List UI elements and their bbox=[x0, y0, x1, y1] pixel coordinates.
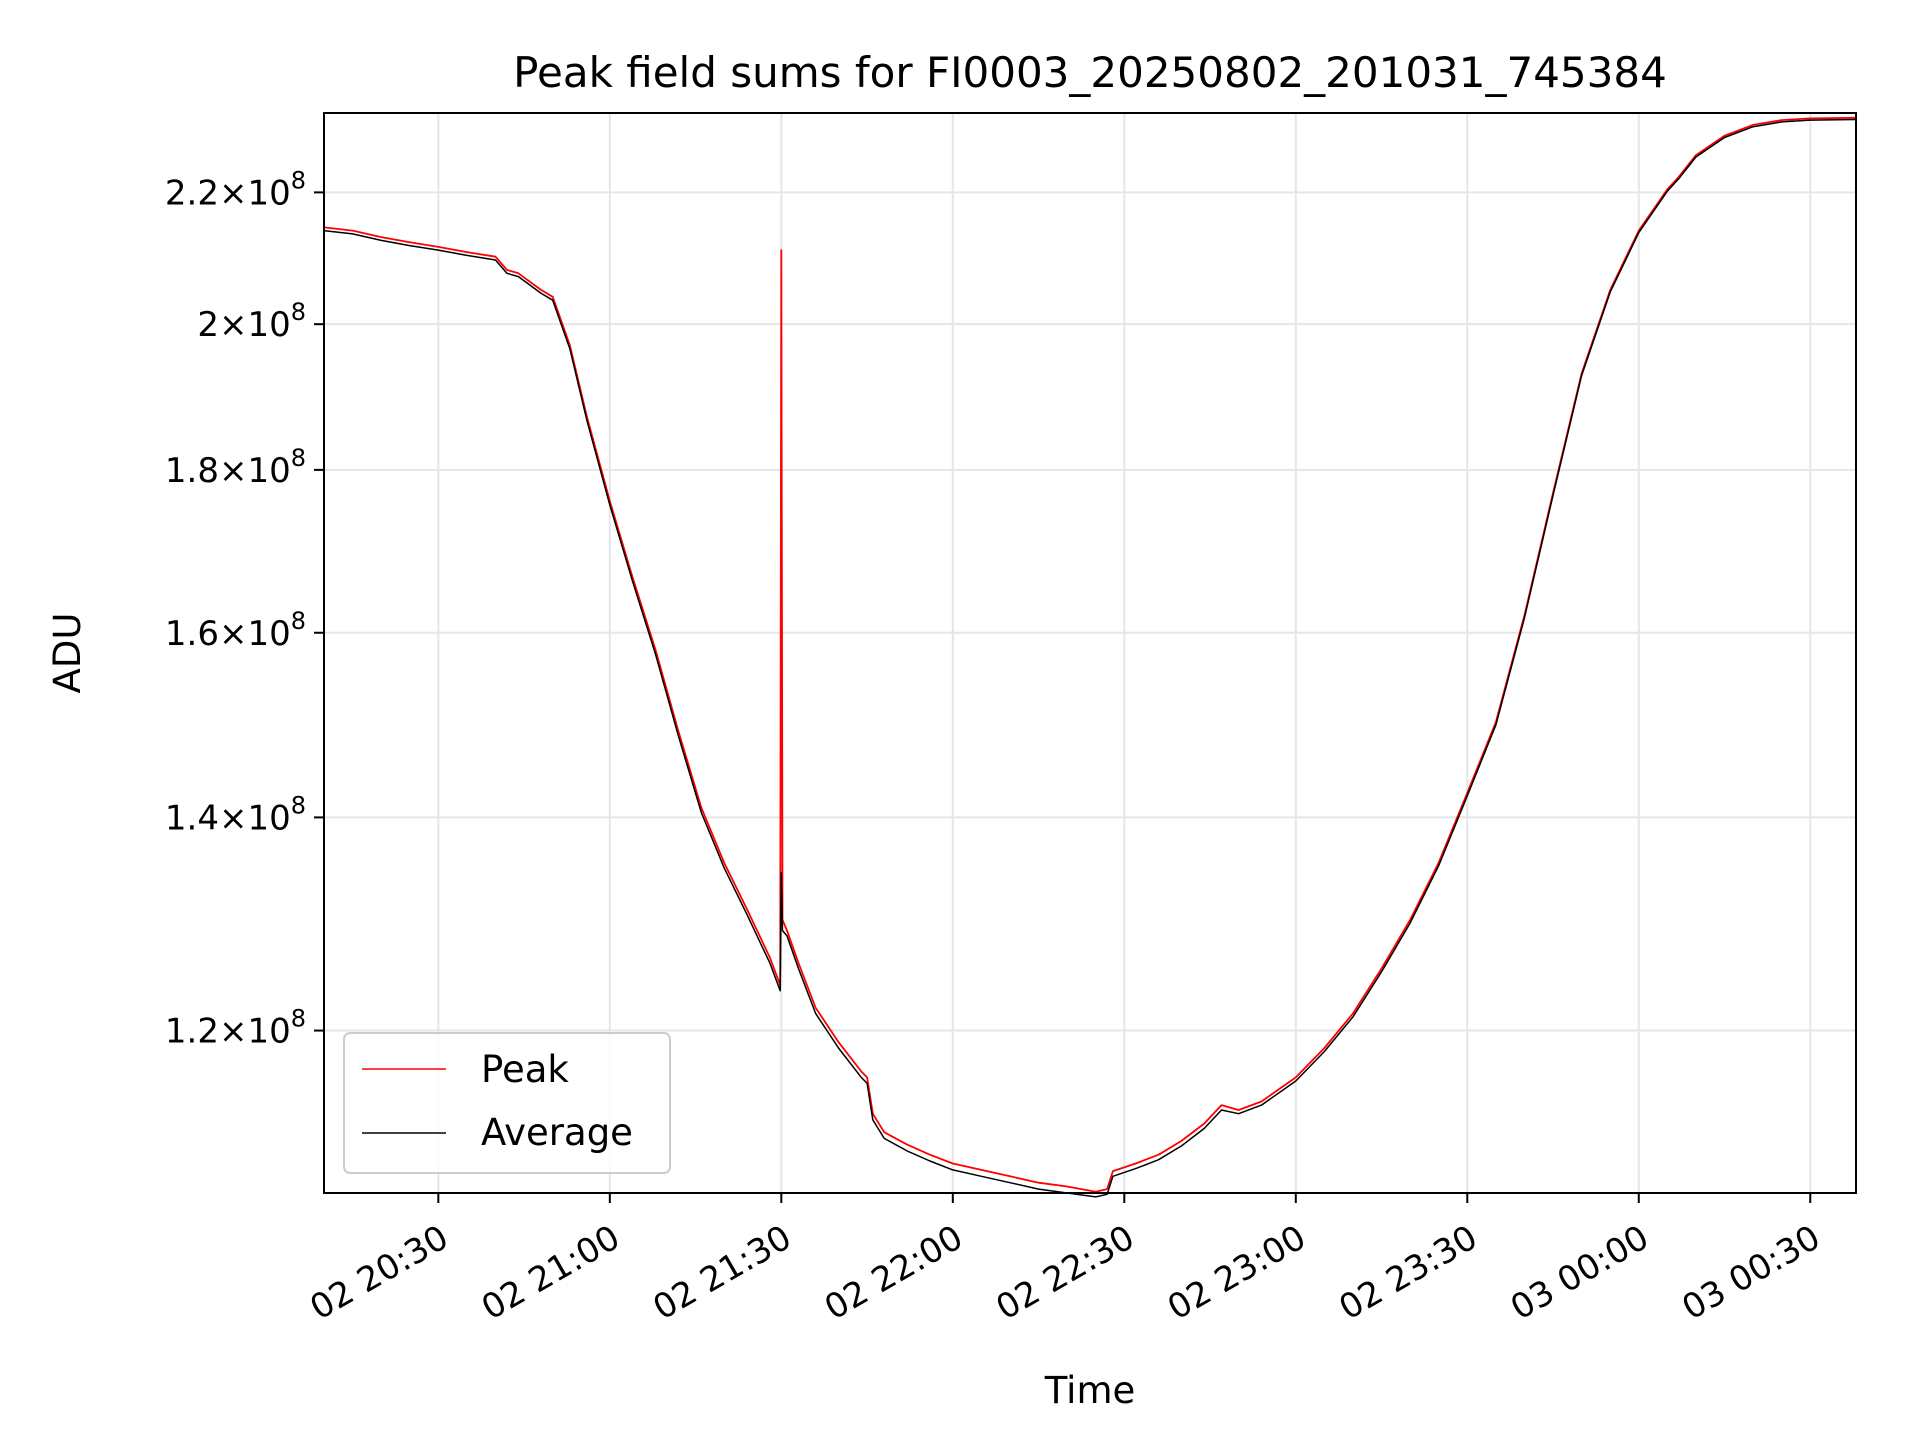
y-tick-mantissa: 1.4×10 bbox=[165, 798, 291, 838]
y-tick-mantissa: 2×10 bbox=[197, 305, 290, 345]
y-tick-exponent: 8 bbox=[291, 607, 306, 635]
y-tick-exponent: 8 bbox=[291, 298, 306, 326]
x-tick-label: 03 00:30 bbox=[1675, 1218, 1827, 1329]
y-tick-mantissa: 1.8×10 bbox=[165, 451, 291, 491]
x-tick-label: 02 22:30 bbox=[990, 1218, 1142, 1329]
grid bbox=[324, 113, 1856, 1193]
series-layer bbox=[323, 116, 1857, 1198]
y-tick-label: 1.4×108 bbox=[165, 791, 306, 838]
legend-box bbox=[343, 1032, 671, 1174]
series-line-average bbox=[323, 118, 1857, 1198]
y-tick-label: 1.8×108 bbox=[165, 444, 306, 491]
y-tick-label: 2.2×108 bbox=[165, 166, 306, 213]
y-tick-mantissa: 1.2×10 bbox=[165, 1012, 291, 1052]
plot-frame bbox=[323, 112, 1857, 1194]
x-tick-label: 02 21:00 bbox=[475, 1218, 627, 1329]
y-tick-label: 1.6×108 bbox=[165, 607, 306, 654]
y-tick-mantissa: 1.6×10 bbox=[165, 614, 291, 654]
x-tick-label: 02 23:30 bbox=[1332, 1218, 1484, 1329]
legend-label-peak: Peak bbox=[481, 1048, 569, 1091]
y-tick-exponent: 8 bbox=[291, 166, 306, 194]
y-axis-label: ADU bbox=[46, 613, 89, 694]
y-tick-exponent: 8 bbox=[291, 444, 306, 472]
legend: Peak Average bbox=[343, 1032, 671, 1174]
y-tick-label: 2×108 bbox=[197, 298, 306, 345]
x-tick-label: 03 00:00 bbox=[1504, 1218, 1656, 1329]
x-tick-label: 02 22:00 bbox=[818, 1218, 970, 1329]
x-tick-label: 02 23:00 bbox=[1161, 1218, 1313, 1329]
y-tick-mantissa: 2.2×10 bbox=[165, 173, 291, 213]
x-axis-label: Time bbox=[1044, 1369, 1136, 1412]
x-tick-label: 02 21:30 bbox=[647, 1218, 799, 1329]
x-tick-label: 02 20:30 bbox=[304, 1218, 456, 1329]
y-tick-exponent: 8 bbox=[291, 1005, 306, 1033]
legend-label-average: Average bbox=[481, 1111, 633, 1154]
y-tick-label: 1.2×108 bbox=[165, 1005, 306, 1052]
y-tick-exponent: 8 bbox=[291, 791, 306, 819]
chart-title: Peak field sums for FI0003_20250802_2010… bbox=[513, 48, 1667, 97]
x-axis: 02 20:30 02 21:00 02 21:30 02 22:00 02 22:30… bbox=[304, 1193, 1827, 1329]
